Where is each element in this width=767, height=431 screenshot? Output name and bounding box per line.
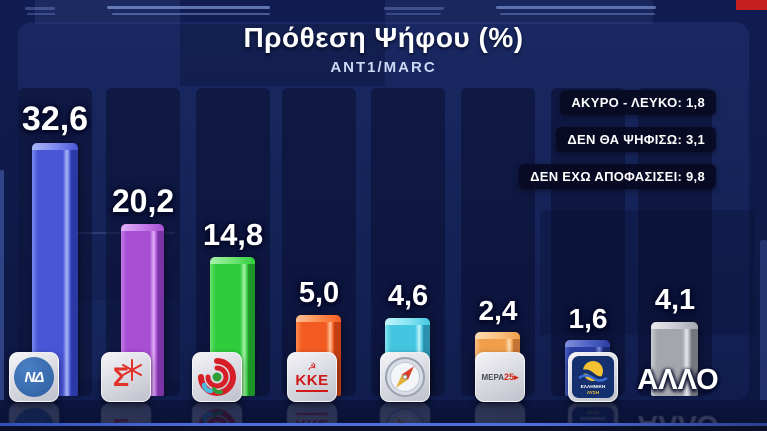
ellysi-logo-tile: ΕΛΛΗΝΙΚΗ ΛΥΣΗ [568,352,618,402]
svg-text:ΛΥΣΗ: ΛΥΣΗ [587,390,600,396]
backdrop-shape [496,6,656,9]
bar-top-cap [475,332,520,339]
bar-top-cap [565,340,610,347]
nd-logo-icon: ΝΔ [14,357,54,397]
syriza-logo-icon: Σ [112,358,143,392]
mera25-number: 25▸ [504,371,519,382]
kke-logo-icon: ☭KKE [295,361,329,392]
compass-logo-icon [385,357,425,397]
bar-value-label: 14,8 [202,217,264,252]
bar-value-label: 1,6 [568,303,608,334]
bar-top-cap [296,315,341,322]
backdrop-shape [0,170,4,430]
kke-logo-text: KKE [295,371,329,389]
mera25-name: ΜΕΡΑ [481,372,504,382]
bar-value-label: 32,6 [21,100,89,138]
bottom-band [0,400,767,423]
kke-underline [295,389,328,392]
elliniki-lysi-logo-icon: ΕΛΛΗΝΙΚΗ ΛΥΣΗ [576,361,610,396]
info-undecided: ΔΕΝ ΕΧΩ ΑΠΟΦΑΣΙΣΕΙ: 9,8 [519,164,716,189]
backdrop-shape [385,0,653,24]
backdrop-shape [500,13,655,15]
bar-value-label: 5,0 [298,277,340,309]
bar-top-cap [121,224,164,231]
bar-αλλο [651,322,698,396]
bar-value-label: 4,1 [654,284,696,316]
page-title: Πρόθεση Ψήφου (%) [243,22,524,53]
pasok-logo-tile [192,352,242,402]
bar-top-cap [32,143,78,150]
backdrop-shape [760,240,767,425]
red-corner-accent [736,0,767,10]
bottom-divider-line [0,423,767,426]
backdrop-shape [386,13,441,15]
hammer-sickle-icon: ☭ [307,361,317,373]
info-will-not-vote: ΔΕΝ ΘΑ ΨΗΦΙΣΩ: 3,1 [556,127,716,152]
party-logo-row: ΝΔ Σ ☭ KKE ΜΕΡΑ 25▸ ΕΛΛΗΝΙΚΗ ΛΥΣΗ ΑΛΛΟ [0,350,767,402]
pasok-logo-icon [198,358,236,396]
elliniki-lysi-inner-tile: ΕΛΛΗΝΙΚΗ ΛΥΣΗ [572,356,614,398]
syriza-star-icon [122,358,143,381]
poll-source-subtitle: ΑΝΤ1/MARC [330,59,437,76]
svg-text:ΕΛΛΗΝΙΚΗ: ΕΛΛΗΝΙΚΗ [581,384,606,390]
bar-value-label: 2,4 [478,295,518,326]
backdrop-shape [180,24,385,86]
backdrop-shape [25,7,55,10]
backdrop-shape [35,232,175,234]
bar-value-label: 20,2 [111,183,175,219]
backdrop-shape [27,13,55,15]
bar-value-label: 4,6 [387,280,429,312]
bar-top-cap [210,257,255,264]
non-vote-info-panel: ΑΚΥΡΟ - ΛΕΥΚΟ: 1,8 ΔΕΝ ΘΑ ΨΗΦΙΣΩ: 3,1 ΔΕ… [519,90,716,189]
bottom-edge [0,426,767,431]
backdrop-shape [112,13,270,15]
info-invalid-blank: ΑΚΥΡΟ - ΛΕΥΚΟ: 1,8 [560,90,716,115]
nd-logo-tile: ΝΔ [9,352,59,402]
compass-logo-tile [380,352,430,402]
bar-top-cap [651,322,698,329]
backdrop-shape [384,7,444,10]
kke-logo-tile: ☭KKE [287,352,337,402]
backdrop-shape [107,6,270,9]
syriza-sigma: Σ [112,361,130,392]
syriza-logo-tile: Σ [101,352,151,402]
bar-top-cap [385,318,430,325]
backdrop-shape [35,0,180,24]
allo-label: ΑΛΛΟ [637,364,719,396]
